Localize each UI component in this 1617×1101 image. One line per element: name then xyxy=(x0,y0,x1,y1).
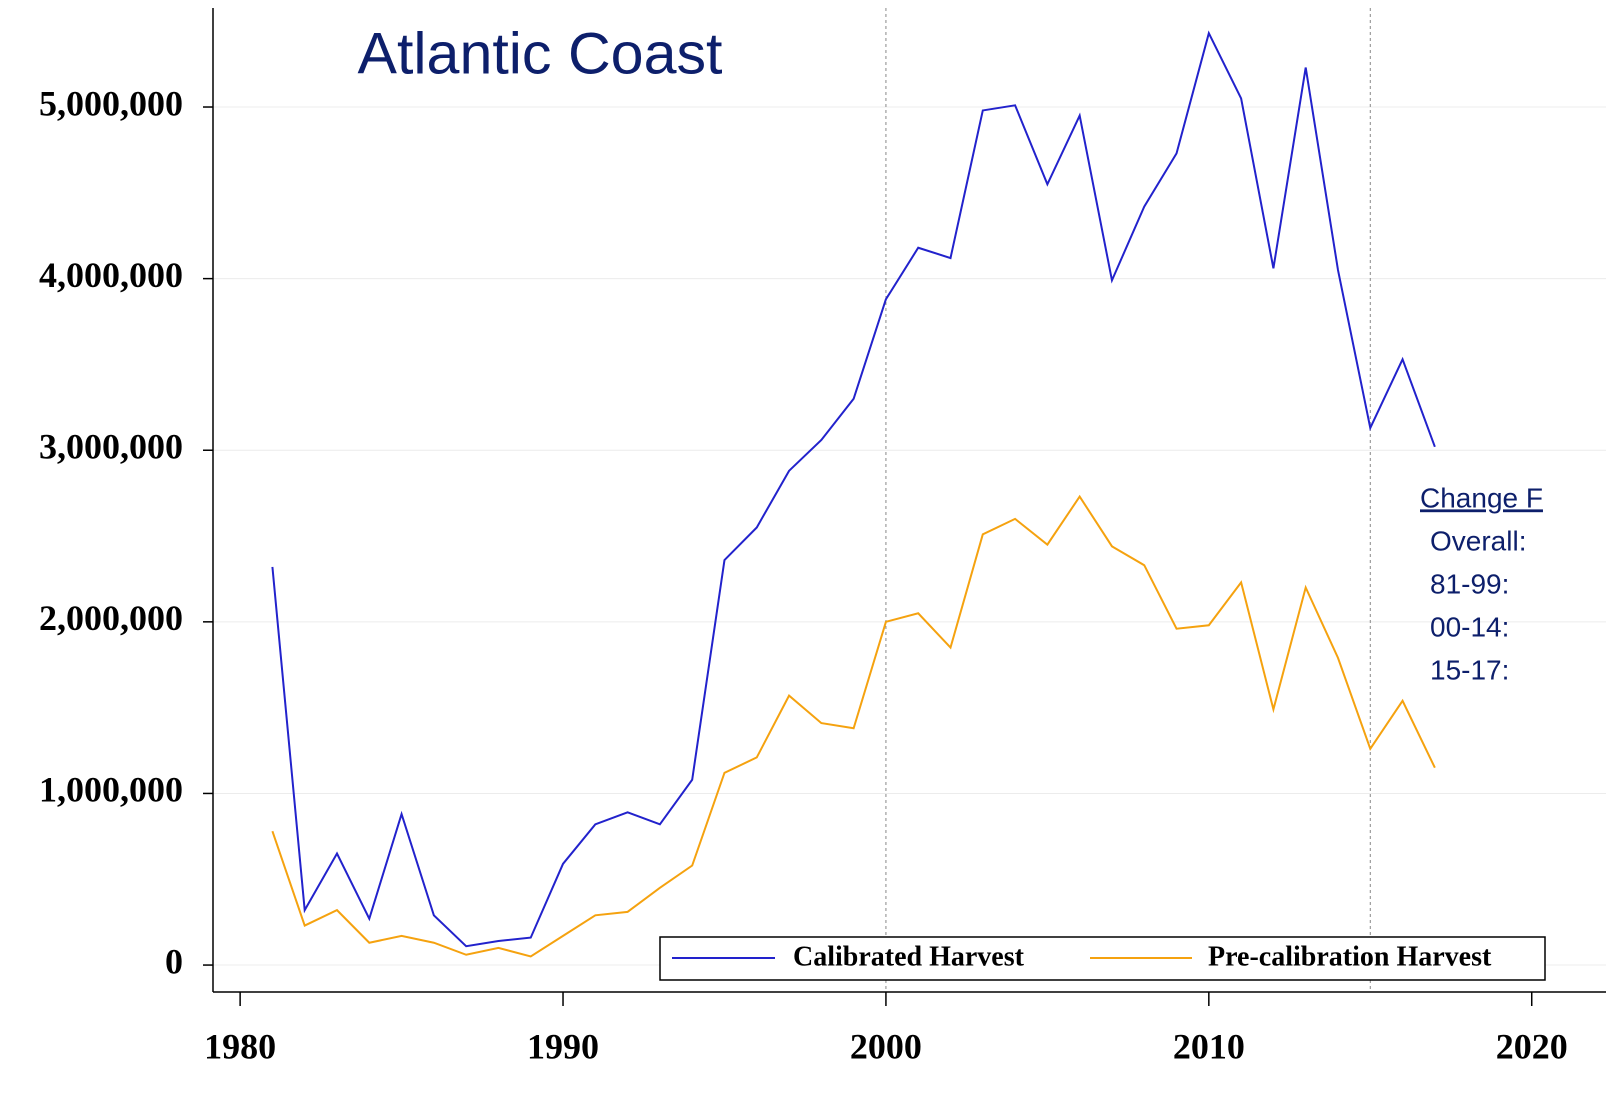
y-tick-label: 1,000,000 xyxy=(39,770,183,810)
x-tick-label: 2000 xyxy=(850,1026,922,1066)
x-tick-label: 1980 xyxy=(204,1026,276,1066)
legend-label: Pre-calibration Harvest xyxy=(1208,941,1492,972)
data-line xyxy=(271,30,1436,948)
annotation: 81-99: xyxy=(1430,568,1509,599)
y-tick-label: 0 xyxy=(165,941,183,981)
data-line xyxy=(271,494,1436,958)
x-tick-label: 2010 xyxy=(1173,1026,1245,1066)
y-tick-label: 4,000,000 xyxy=(39,255,183,295)
annotation: Overall: xyxy=(1430,525,1526,556)
annotation: 15-17: xyxy=(1430,654,1509,685)
chart-title: Atlantic Coast xyxy=(358,21,723,86)
x-tick-label: 2020 xyxy=(1496,1026,1568,1066)
x-tick-label: 1990 xyxy=(527,1026,599,1066)
annotation: Change F xyxy=(1420,482,1543,513)
legend: Calibrated Harvest Pre-calibration Harves… xyxy=(659,936,1546,981)
y-tick-label: 5,000,000 xyxy=(39,83,183,123)
legend-label: Calibrated Harvest xyxy=(793,941,1025,972)
y-tick-label: 3,000,000 xyxy=(39,426,183,466)
annotation: 00-14: xyxy=(1430,611,1509,642)
y-tick-label: 2,000,000 xyxy=(39,598,183,638)
